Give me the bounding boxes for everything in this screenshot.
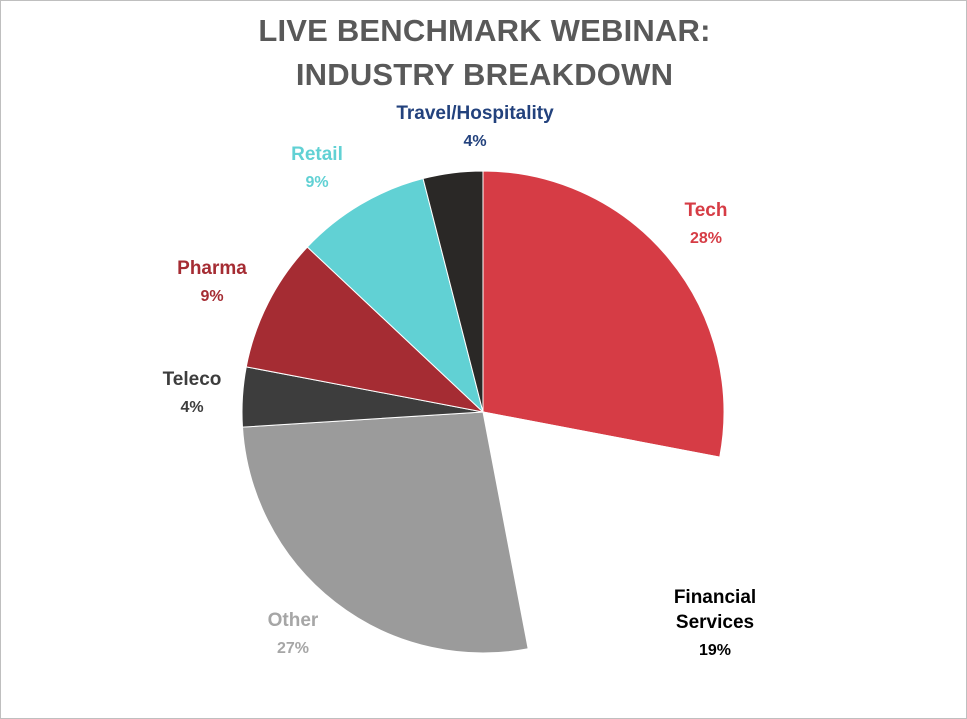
pie-label-value: 4% (463, 133, 486, 150)
pie-label-pharma: Pharma 9% (177, 258, 247, 305)
pie-slice-travel-hospitality (422, 170, 484, 413)
pie-slice-financial-services (482, 411, 721, 650)
pie-label-retail: Retail 9% (291, 144, 343, 191)
chart-title-line-1: LIVE BENCHMARK WEBINAR: (258, 13, 711, 48)
chart-title-line-2: INDUSTRY BREAKDOWN (295, 57, 674, 92)
pie-label-name: Other (268, 610, 319, 631)
pie-slice-retail (306, 177, 484, 414)
pie-label-value: 28% (690, 230, 722, 247)
pie-label-value: 9% (200, 288, 223, 305)
pie-label-teleco: Teleco 4% (163, 369, 222, 416)
chart-title: LIVE BENCHMARK WEBINAR: INDUSTRY BREAKDO… (1, 9, 967, 97)
pie-slice-tech (482, 170, 725, 458)
pie-label-name: Financial (674, 587, 756, 608)
pie-label-value: 4% (180, 399, 203, 416)
pie-label-value: 27% (277, 640, 309, 657)
pie-label-name: Teleco (163, 369, 222, 390)
pie-label-travel-hospitality: Travel/Hospitality 4% (396, 103, 554, 150)
pie-label-name: Pharma (177, 258, 247, 279)
pie-slice-pharma (245, 246, 485, 413)
pie-label-value: 19% (699, 642, 731, 659)
pie-label-other: Other 27% (268, 610, 319, 657)
pie-label-financial-services: Financial Services 19% (674, 587, 756, 659)
pie-label-name: Services (676, 612, 754, 633)
pie-label-value: 9% (305, 174, 328, 191)
pie-label-name: Retail (291, 144, 343, 165)
pie-label-name: Travel/Hospitality (396, 103, 554, 124)
pie-label-tech: Tech 28% (685, 200, 728, 247)
pie-label-name: Tech (685, 200, 728, 221)
pie-slice-other (241, 411, 529, 654)
